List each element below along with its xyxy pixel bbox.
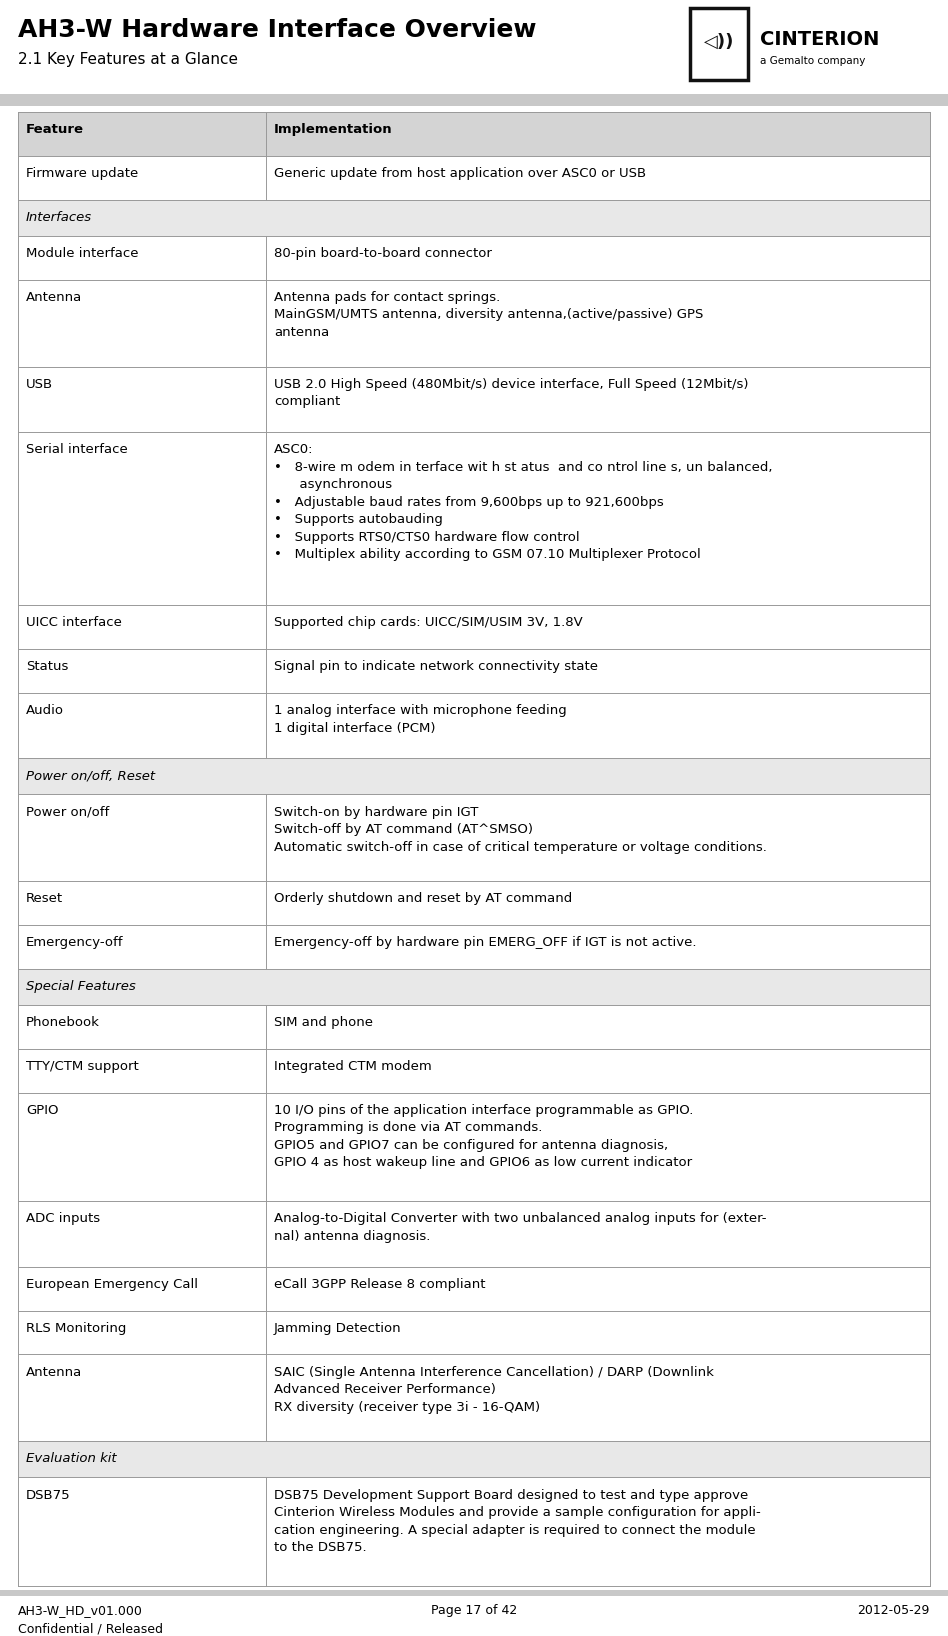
Bar <box>18 757 930 795</box>
Bar <box>18 882 930 926</box>
Text: USB 2.0 High Speed (480Mbit/s) device interface, Full Speed (12Mbit/s)
compliant: USB 2.0 High Speed (480Mbit/s) device in… <box>274 378 749 409</box>
Bar <box>0 93 948 106</box>
Text: AH3-W Hardware Interface Overview: AH3-W Hardware Interface Overview <box>18 18 537 43</box>
Text: Signal pin to indicate network connectivity state: Signal pin to indicate network connectiv… <box>274 661 598 672</box>
Bar <box>18 1049 930 1093</box>
Text: AH3-W_HD_v01.000: AH3-W_HD_v01.000 <box>18 1603 143 1616</box>
Text: Reset: Reset <box>26 893 64 905</box>
Text: SIM and phone: SIM and phone <box>274 1016 374 1029</box>
Text: a Gemalto company: a Gemalto company <box>760 56 866 65</box>
Text: Emergency-off: Emergency-off <box>26 936 123 949</box>
Text: GPIO: GPIO <box>26 1104 59 1117</box>
Bar <box>18 1355 930 1441</box>
Text: Page 17 of 42: Page 17 of 42 <box>431 1603 517 1616</box>
Bar <box>18 649 930 694</box>
Bar <box>18 969 930 1005</box>
Bar <box>18 432 930 605</box>
Text: Implementation: Implementation <box>274 123 392 136</box>
Text: Interfaces: Interfaces <box>26 211 92 224</box>
Text: TTY/CTM support: TTY/CTM support <box>26 1060 138 1073</box>
Text: Power on/off: Power on/off <box>26 805 109 818</box>
Text: European Emergency Call: European Emergency Call <box>26 1278 198 1291</box>
Text: Supported chip cards: UICC/SIM/USIM 3V, 1.8V: Supported chip cards: UICC/SIM/USIM 3V, … <box>274 617 583 630</box>
Text: Antenna: Antenna <box>26 1366 82 1379</box>
Text: Firmware update: Firmware update <box>26 167 138 180</box>
Text: Feature: Feature <box>26 123 84 136</box>
Text: Status: Status <box>26 661 68 672</box>
Text: 2012-05-29: 2012-05-29 <box>858 1603 930 1616</box>
Bar <box>18 795 930 882</box>
Text: Emergency-off by hardware pin EMERG_OFF if IGT is not active.: Emergency-off by hardware pin EMERG_OFF … <box>274 936 697 949</box>
Text: Special Features: Special Features <box>26 980 136 993</box>
Text: Jamming Detection: Jamming Detection <box>274 1322 402 1335</box>
Bar <box>18 155 930 200</box>
Bar <box>18 280 930 366</box>
Bar <box>18 1201 930 1266</box>
Bar <box>18 1477 930 1585</box>
Text: RLS Monitoring: RLS Monitoring <box>26 1322 126 1335</box>
Text: Serial interface: Serial interface <box>26 443 128 456</box>
Text: eCall 3GPP Release 8 compliant: eCall 3GPP Release 8 compliant <box>274 1278 485 1291</box>
Text: Orderly shutdown and reset by AT command: Orderly shutdown and reset by AT command <box>274 893 573 905</box>
Text: UICC interface: UICC interface <box>26 617 122 630</box>
Text: Analog-to-Digital Converter with two unbalanced analog inputs for (exter-
nal) a: Analog-to-Digital Converter with two unb… <box>274 1212 767 1243</box>
Text: SAIC (Single Antenna Interference Cancellation) / DARP (Downlink
Advanced Receiv: SAIC (Single Antenna Interference Cancel… <box>274 1366 714 1414</box>
Bar <box>18 200 930 236</box>
Bar <box>690 8 748 80</box>
Bar <box>18 1310 930 1355</box>
Text: Generic update from host application over ASC0 or USB: Generic update from host application ove… <box>274 167 647 180</box>
Text: CINTERION: CINTERION <box>760 29 880 49</box>
Text: Integrated CTM modem: Integrated CTM modem <box>274 1060 431 1073</box>
Text: ASC0:
•   8-wire m odem in terface wit h st atus  and co ntrol line s, un balanc: ASC0: • 8-wire m odem in terface wit h s… <box>274 443 773 561</box>
Text: Audio: Audio <box>26 703 64 717</box>
Text: 1 analog interface with microphone feeding
1 digital interface (PCM): 1 analog interface with microphone feedi… <box>274 703 567 735</box>
Text: Confidential / Released: Confidential / Released <box>18 1621 163 1634</box>
Text: DSB75 Development Support Board designed to test and type approve
Cinterion Wire: DSB75 Development Support Board designed… <box>274 1489 761 1554</box>
Text: ◁)): ◁)) <box>703 33 734 51</box>
Bar <box>18 1005 930 1049</box>
Text: 2.1 Key Features at a Glance: 2.1 Key Features at a Glance <box>18 52 238 67</box>
Bar <box>18 1093 930 1201</box>
Bar <box>0 1590 948 1597</box>
Text: ADC inputs: ADC inputs <box>26 1212 100 1225</box>
Bar <box>18 694 930 757</box>
Bar <box>18 236 930 280</box>
Text: 80-pin board-to-board connector: 80-pin board-to-board connector <box>274 247 492 260</box>
Text: Antenna pads for contact springs.
MainGSM/UMTS antenna, diversity antenna,(activ: Antenna pads for contact springs. MainGS… <box>274 291 703 339</box>
Text: Evaluation kit: Evaluation kit <box>26 1453 117 1466</box>
Text: Antenna: Antenna <box>26 291 82 304</box>
Text: Module interface: Module interface <box>26 247 138 260</box>
Text: Switch-on by hardware pin IGT
Switch-off by AT command (AT^SMSO)
Automatic switc: Switch-on by hardware pin IGT Switch-off… <box>274 805 767 854</box>
Bar <box>18 1441 930 1477</box>
Text: 10 I/O pins of the application interface programmable as GPIO.
Programming is do: 10 I/O pins of the application interface… <box>274 1104 693 1170</box>
Text: USB: USB <box>26 378 53 391</box>
Text: Power on/off, Reset: Power on/off, Reset <box>26 769 155 782</box>
Text: Phonebook: Phonebook <box>26 1016 100 1029</box>
Bar <box>18 111 930 155</box>
Bar <box>18 926 930 969</box>
Bar <box>18 1266 930 1310</box>
Text: DSB75: DSB75 <box>26 1489 70 1502</box>
Bar <box>18 366 930 432</box>
Bar <box>18 605 930 649</box>
